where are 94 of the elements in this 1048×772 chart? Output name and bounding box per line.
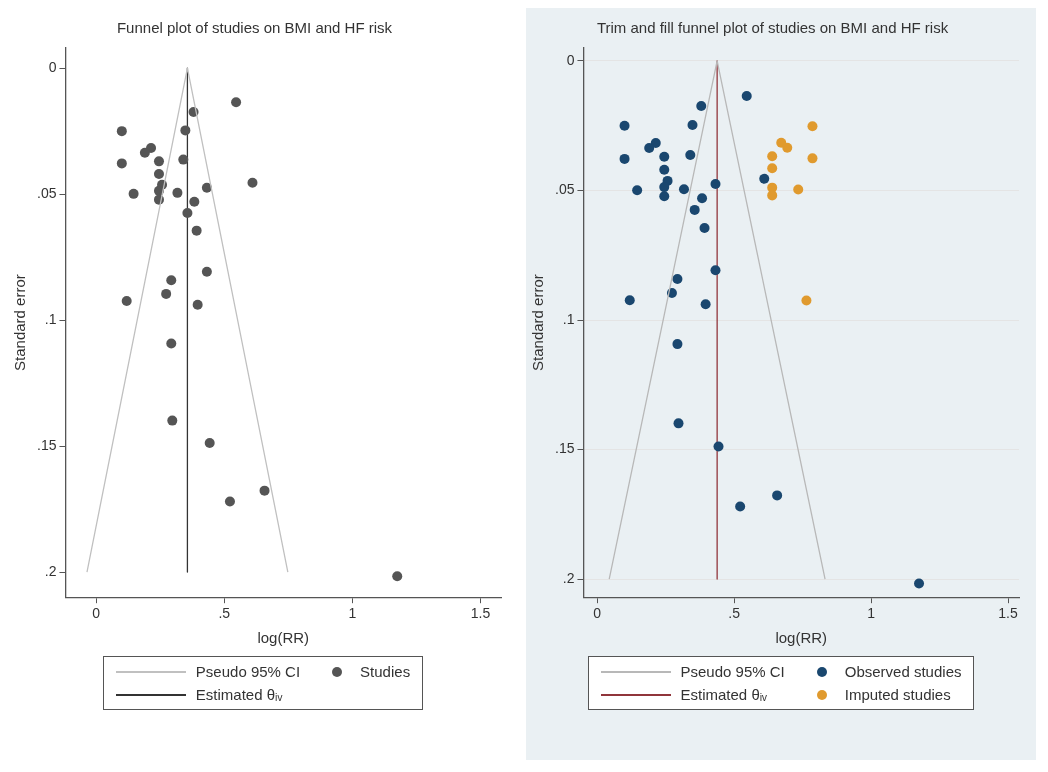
point	[767, 190, 778, 201]
legend-label: Studies	[360, 663, 411, 680]
point	[710, 179, 721, 190]
point	[650, 138, 661, 149]
point	[793, 184, 804, 195]
point	[201, 266, 212, 277]
point	[699, 223, 710, 234]
legend-label: Pseudo 95% CI	[195, 663, 301, 680]
y-tick-label: .2	[44, 562, 57, 579]
legend-label: Imputed studies	[844, 686, 951, 703]
legend-label: Estimated θᵢᵥ	[680, 686, 767, 703]
point	[624, 295, 635, 306]
legend-label: Estimated θᵢᵥ	[195, 686, 283, 703]
point	[713, 441, 724, 452]
point	[204, 438, 215, 449]
x-axis-title: log(RR)	[257, 629, 310, 647]
point	[914, 578, 925, 589]
point	[161, 288, 172, 299]
x-tick-label: 1	[867, 605, 876, 622]
chart-title: Trim and fill funnel plot of studies on BMI and HF risk	[596, 19, 949, 37]
point	[678, 184, 689, 195]
point	[180, 125, 191, 136]
y-tick-label: .1	[44, 310, 57, 327]
point	[767, 163, 778, 174]
point	[801, 295, 812, 306]
x-tick-label: 0	[593, 605, 602, 622]
point	[759, 173, 770, 184]
x-tick-label: .5	[218, 605, 231, 622]
point	[659, 151, 670, 162]
y-tick-label: .05	[36, 184, 57, 201]
point	[673, 418, 684, 429]
point	[685, 149, 696, 160]
y-tick-label: .15	[554, 440, 575, 457]
legend-label: Pseudo 95% CI	[680, 663, 785, 680]
point	[139, 147, 150, 158]
point	[189, 196, 200, 207]
point	[247, 177, 258, 188]
point	[697, 193, 708, 204]
point	[632, 185, 643, 196]
point	[182, 208, 193, 219]
chart-title: Funnel plot of studies on BMI and HF risk	[116, 19, 393, 37]
y-axis-title: Standard error	[529, 274, 547, 371]
point	[166, 338, 177, 349]
point	[191, 225, 202, 236]
point	[178, 154, 189, 165]
legend-label: Observed studies	[844, 663, 962, 680]
point	[735, 501, 746, 512]
y-tick-label: 0	[48, 59, 57, 76]
point	[696, 101, 707, 112]
point	[672, 339, 683, 350]
y-tick-label: .2	[562, 569, 575, 586]
point	[772, 490, 783, 501]
point	[121, 295, 132, 306]
point	[741, 90, 752, 101]
point	[659, 164, 670, 175]
y-tick-label: .1	[562, 310, 575, 327]
point	[167, 415, 178, 426]
point	[172, 187, 183, 198]
point	[116, 158, 127, 169]
x-tick-label: 1.5	[470, 605, 491, 622]
y-axis-title: Standard error	[11, 274, 29, 371]
point	[689, 204, 700, 215]
point	[153, 168, 164, 179]
point	[153, 156, 164, 167]
y-tick-label: .15	[36, 436, 57, 453]
point	[231, 97, 242, 108]
point	[767, 151, 778, 162]
x-tick-label: 0	[92, 605, 101, 622]
x-axis-title: log(RR)	[775, 629, 828, 647]
x-tick-label: .5	[728, 605, 741, 622]
point	[672, 274, 683, 285]
point	[710, 265, 721, 276]
x-tick-label: 1	[348, 605, 357, 622]
point	[392, 571, 403, 582]
point	[619, 120, 630, 131]
point	[659, 182, 670, 193]
point	[807, 121, 818, 132]
point	[687, 119, 698, 130]
point	[224, 496, 235, 507]
point	[166, 275, 177, 286]
x-tick-label: 1.5	[998, 605, 1018, 622]
point	[619, 153, 630, 164]
point	[192, 299, 203, 310]
point	[128, 188, 139, 199]
point	[659, 191, 670, 202]
y-tick-label: .05	[554, 181, 575, 198]
point	[259, 485, 270, 496]
point	[644, 143, 655, 153]
point	[782, 142, 793, 153]
point	[700, 299, 711, 310]
point	[807, 153, 818, 164]
y-tick-label: 0	[566, 51, 575, 68]
point	[116, 126, 127, 137]
point	[201, 182, 212, 193]
